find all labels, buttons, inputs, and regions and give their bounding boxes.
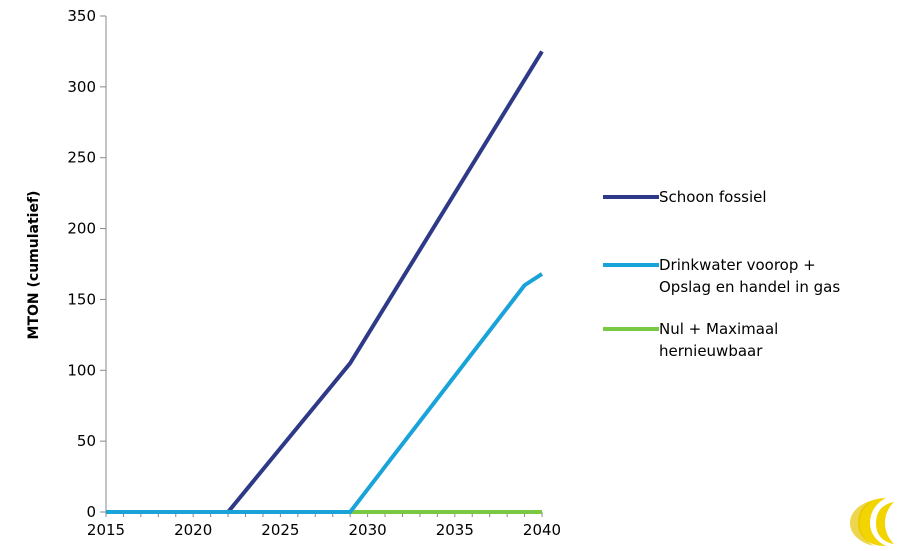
y-tick-label: 200 xyxy=(67,220,96,238)
y-tick-label: 50 xyxy=(77,432,96,450)
legend-swatch xyxy=(603,195,659,199)
x-tick-label: 2030 xyxy=(349,521,387,539)
legend-swatch xyxy=(603,327,659,331)
y-tick-label: 0 xyxy=(86,503,96,521)
x-tick-label: 2025 xyxy=(261,521,299,539)
legend-item-schoon-fossiel: Schoon fossiel xyxy=(603,186,767,208)
x-tick-label: 2035 xyxy=(436,521,474,539)
ticks: 0 50 100 150 200 250 300 350 2015 2020 2025 2030 203… xyxy=(67,7,561,539)
y-tick-label: 350 xyxy=(67,7,96,25)
y-tick-label: 100 xyxy=(67,361,96,379)
axes xyxy=(105,16,542,513)
legend-item-nul-maximaal: Nul + Maximaal hernieuwbaar xyxy=(603,318,778,362)
x-tick-label: 2040 xyxy=(523,521,561,539)
x-tick-label: 2015 xyxy=(87,521,125,539)
series-lines xyxy=(106,50,544,514)
y-axis-title: MTON (cumulatief) xyxy=(26,191,42,340)
y-tick-label: 150 xyxy=(67,290,96,308)
y-tick-label: 300 xyxy=(67,78,96,96)
series-line-0 xyxy=(106,50,544,514)
legend-item-drinkwater-voorop: Drinkwater voorop + Opslag en handel in … xyxy=(603,254,840,298)
yellow-logo xyxy=(850,498,894,546)
series-line-1 xyxy=(106,272,544,514)
legend-label: Schoon fossiel xyxy=(659,188,767,206)
legend-label: Drinkwater voorop + Opslag en handel in … xyxy=(659,256,841,296)
x-tick-label: 2020 xyxy=(174,521,212,539)
legend-label: Nul + Maximaal hernieuwbaar xyxy=(659,320,779,360)
y-tick-label: 250 xyxy=(67,149,96,167)
legend-swatch xyxy=(603,263,659,267)
